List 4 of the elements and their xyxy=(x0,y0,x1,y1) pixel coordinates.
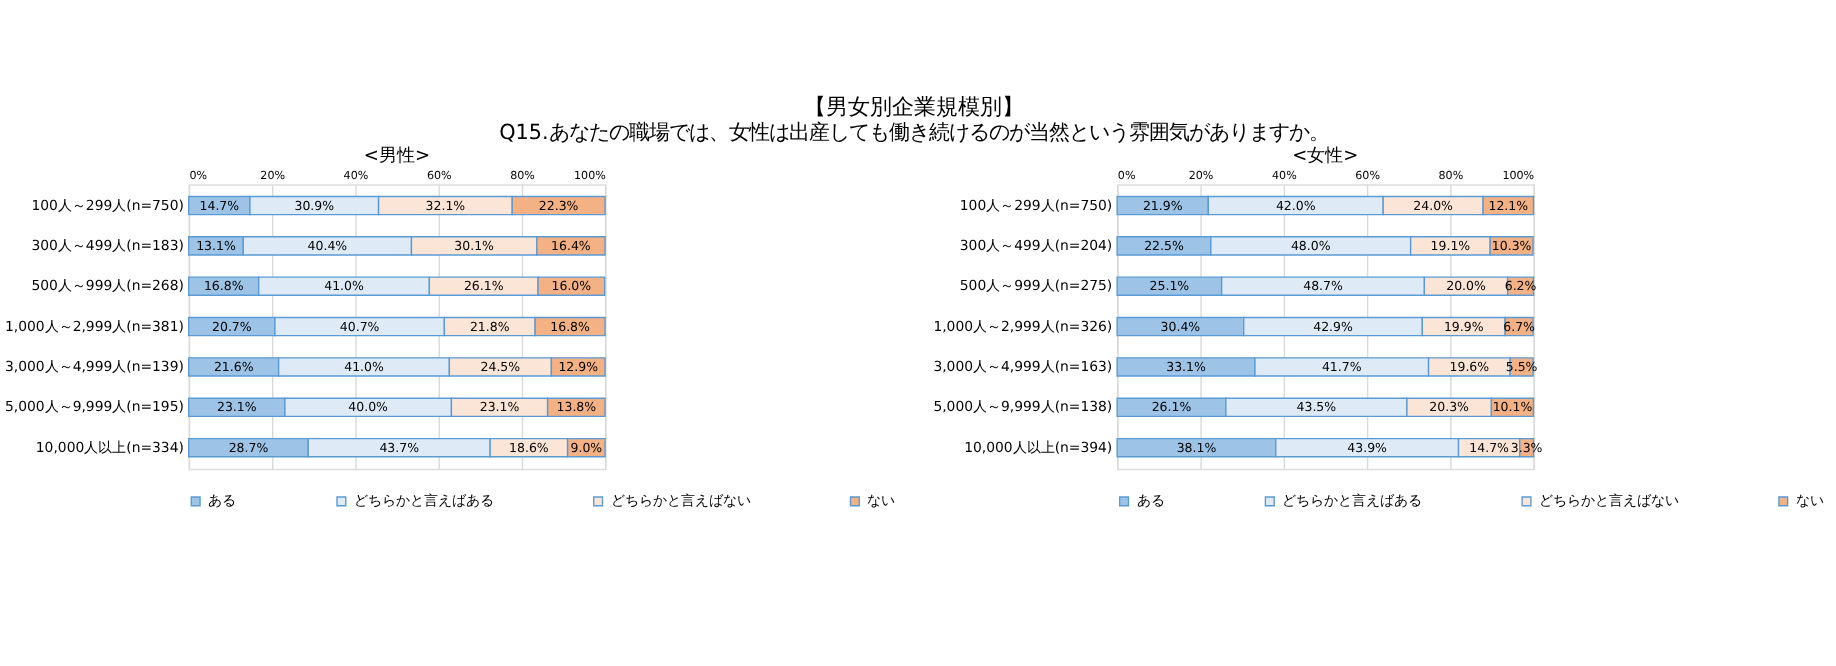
text: Q15.あなたの職場では、女性は出産しても働き続けるのが当然という雰囲気がありますか。 xyxy=(499,121,1329,146)
chart-title: <男性> xyxy=(363,144,431,167)
chart-title: <女性> xyxy=(1292,144,1359,167)
text: 【男女別企業規模別】 xyxy=(803,94,1024,121)
